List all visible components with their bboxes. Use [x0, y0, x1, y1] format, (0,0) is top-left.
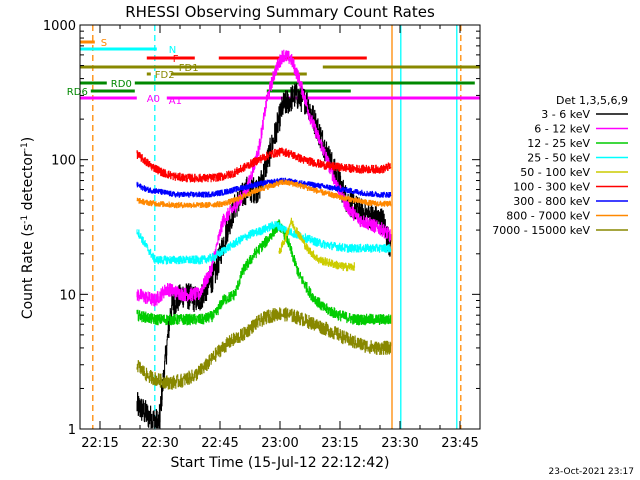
series-line-100-300-kev — [136, 147, 392, 183]
footer-timestamp: 23-Oct-2021 23:17 — [549, 467, 634, 477]
legend-entry-label: 300 - 800 keV — [513, 195, 590, 208]
legend-entry-label: 7000 - 15000 keV — [492, 224, 590, 237]
flag-label-a0: A0 — [147, 94, 160, 105]
series-line-25-50-kev — [136, 221, 392, 265]
series-line-12-25-kev — [136, 219, 392, 326]
series-line-800-7000-kev — [136, 179, 392, 209]
x-tick-label: 22:30 — [141, 436, 178, 451]
x-tick-label: 23:45 — [441, 436, 478, 451]
x-tick-label: 22:15 — [81, 436, 118, 451]
series-line-7000-15000-kev — [136, 307, 392, 390]
y-tick-label: 1 — [68, 423, 76, 438]
legend-entry-label: 6 - 12 keV — [534, 123, 590, 136]
y-axis-label: Count Rate (s-1 detector-1) — [20, 137, 36, 319]
x-tick-label: 23:30 — [381, 436, 418, 451]
y-tick-label: 1000 — [43, 19, 76, 34]
series-line-50-100-kev — [278, 217, 356, 272]
legend-entry-label: 3 - 6 keV — [541, 108, 590, 121]
series-line-300-800-kev — [136, 177, 392, 198]
flag-label-n: N — [169, 45, 176, 56]
flag-label-f: F — [173, 54, 179, 65]
legend-entry-label: 12 - 25 keV — [527, 137, 590, 150]
legend-entry-label: 25 - 50 keV — [527, 152, 590, 165]
legend-entry-label: 50 - 100 keV — [520, 166, 590, 179]
y-tick-label: 100 — [51, 154, 76, 169]
flag-label-fd1: FD1 — [179, 63, 199, 74]
x-axis-label: Start Time (15-Jul-12 22:12:42) — [170, 455, 389, 471]
flag-label-s: S — [101, 38, 107, 49]
x-tick-label: 22:45 — [201, 436, 238, 451]
flag-label-rd6: RD6 — [67, 87, 88, 98]
legend-entry-label: 800 - 7000 keV — [506, 210, 590, 223]
y-tick-label: 10 — [59, 288, 76, 303]
flag-label-fd2: FD2 — [155, 70, 175, 81]
flag-label-a1: A1 — [169, 96, 182, 107]
chart-title: RHESSI Observing Summary Count Rates — [125, 3, 435, 21]
x-tick-label: 23:15 — [321, 436, 358, 451]
legend-entry-label: 100 - 300 keV — [513, 181, 590, 194]
flag-label-rd0: RD0 — [111, 79, 132, 90]
x-tick-label: 23:00 — [261, 436, 298, 451]
series-line-3-6-kev — [136, 83, 392, 429]
legend-title: Det 1,3,5,6,9 — [556, 94, 628, 107]
